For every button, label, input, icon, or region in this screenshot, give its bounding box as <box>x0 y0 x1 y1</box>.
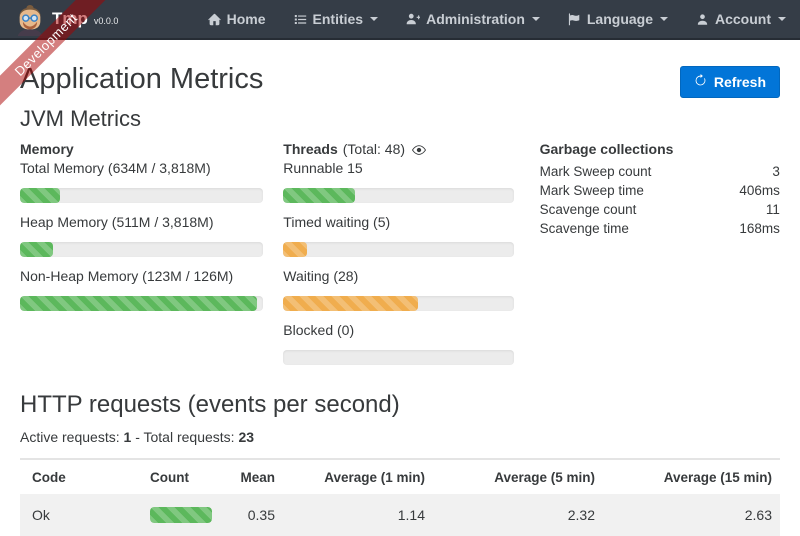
threads-heading: Threads (Total: 48) <box>283 140 513 159</box>
heap-memory-progress-bar <box>20 242 264 257</box>
column-header-average-1min: Average (1 min) <box>324 470 425 485</box>
brand-version: v0.0.0 <box>93 16 119 26</box>
nav-label: Home <box>226 11 266 27</box>
nav-item-administration[interactable]: Administration <box>406 11 540 27</box>
column-header-code: Code <box>32 470 66 485</box>
memory-heading: Memory <box>20 141 74 157</box>
cell-code: Ok <box>32 507 50 523</box>
account-icon <box>696 13 709 26</box>
navbar-menu: Home Entities Administration Language <box>207 11 786 27</box>
requests-summary: Active requests: 1 - Total requests: 23 <box>20 429 780 445</box>
gc-label: Scavenge count <box>539 202 637 217</box>
blocked-threads-metric: Blocked (0) <box>283 321 514 365</box>
chevron-down-icon <box>778 17 786 21</box>
gc-label: Scavenge time <box>539 221 629 236</box>
gc-row-scavenge-count: Scavenge count 11 <box>540 200 780 219</box>
http-requests-title: HTTP requests (events per second) <box>20 391 400 418</box>
nav-label: Account <box>715 11 771 27</box>
brand-title: Tmp <box>52 9 88 28</box>
cell-average-5min: 2.32 <box>567 507 595 523</box>
nav-item-entities[interactable]: Entities <box>294 11 379 27</box>
language-icon <box>568 12 581 26</box>
expand-threads-eye-icon[interactable] <box>412 143 427 157</box>
metric-label: Non-Heap Memory (123M / 126M) <box>20 268 234 284</box>
administration-icon <box>406 12 421 26</box>
gc-value: 168ms <box>739 221 780 236</box>
timed-waiting-progress-bar <box>283 242 514 257</box>
jvm-metrics-row: Memory Total Memory (634M / 3,818M) Heap… <box>20 140 780 375</box>
non-heap-memory-progress-bar <box>20 296 264 311</box>
nav-label: Language <box>586 11 653 27</box>
garbage-collections-column: Garbage collections Mark Sweep count 3 M… <box>527 140 780 375</box>
waiting-threads-metric: Waiting (28) <box>283 267 514 311</box>
threads-column: Threads (Total: 48) Runnable 15 Timed wa… <box>273 140 526 375</box>
gc-label: Mark Sweep time <box>539 183 644 198</box>
blocked-progress-bar <box>283 350 514 365</box>
chevron-down-icon <box>531 17 540 21</box>
brand-link[interactable]: Tmp v0.0.0 <box>14 3 119 36</box>
total-requests-value: 23 <box>238 429 255 445</box>
active-requests-label: Active requests: <box>20 429 120 445</box>
runnable-threads-metric: Runnable 15 <box>283 159 514 203</box>
active-requests-value: 1 <box>123 429 132 445</box>
total-memory-progress-bar <box>20 188 264 203</box>
gc-row-mark-sweep-count: Mark Sweep count 3 <box>540 162 780 181</box>
gc-row-mark-sweep-time: Mark Sweep time 406ms <box>540 181 780 200</box>
gc-row-scavenge-time: Scavenge time 168ms <box>540 219 780 238</box>
chevron-down-icon <box>660 17 668 21</box>
count-progress-bar <box>150 507 212 523</box>
summary-separator: - <box>135 429 140 445</box>
total-requests-label: Total requests: <box>143 429 235 445</box>
gc-value: 406ms <box>739 183 780 198</box>
cell-average-15min: 2.63 <box>744 507 772 523</box>
main-content: Application Metrics Refresh JVM Metrics … <box>0 63 800 536</box>
gc-heading: Garbage collections <box>539 141 674 157</box>
top-navbar: Tmp v0.0.0 Home Entities Administration <box>0 0 800 40</box>
nav-label: Entities <box>312 11 364 27</box>
threads-total: (Total: 48) <box>342 141 406 157</box>
table-header-row: Code Count Mean Average (1 min) Average … <box>20 459 780 494</box>
jvm-metrics-title: JVM Metrics <box>20 106 141 131</box>
column-header-count: Count <box>150 470 189 485</box>
jhipster-logo-avatar <box>14 3 46 36</box>
gc-value: 3 <box>772 164 780 179</box>
column-header-average-5min: Average (5 min) <box>494 470 595 485</box>
total-memory-metric: Total Memory (634M / 3,818M) <box>20 159 264 203</box>
nav-label: Administration <box>426 11 525 27</box>
http-requests-table: Code Count Mean Average (1 min) Average … <box>20 458 780 536</box>
threads-heading-label: Threads <box>283 141 338 157</box>
waiting-progress-bar <box>283 296 514 311</box>
metric-label: Runnable 15 <box>283 160 363 176</box>
chevron-down-icon <box>370 17 379 21</box>
nav-item-account[interactable]: Account <box>696 11 786 27</box>
non-heap-memory-metric: Non-Heap Memory (123M / 126M) <box>20 267 264 311</box>
heap-memory-metric: Heap Memory (511M / 3,818M) <box>20 213 264 257</box>
nav-item-language[interactable]: Language <box>568 11 668 27</box>
memory-column: Memory Total Memory (634M / 3,818M) Heap… <box>20 140 273 375</box>
cell-average-1min: 1.14 <box>397 507 425 523</box>
refresh-button[interactable]: Refresh <box>679 66 780 98</box>
cell-mean: 0.35 <box>247 507 275 523</box>
metric-label: Heap Memory (511M / 3,818M) <box>20 214 214 230</box>
metric-label: Timed waiting (5) <box>283 214 391 230</box>
column-header-average-15min: Average (15 min) <box>663 470 772 485</box>
home-icon <box>207 13 221 26</box>
nav-item-home[interactable]: Home <box>207 11 266 27</box>
refresh-label: Refresh <box>713 74 766 90</box>
cell-count <box>148 494 228 536</box>
metric-label: Total Memory (634M / 3,818M) <box>20 160 211 176</box>
column-header-mean: Mean <box>240 470 275 485</box>
table-row-ok: Ok 0.35 1.14 2.32 2.63 <box>20 494 780 536</box>
timed-waiting-threads-metric: Timed waiting (5) <box>283 213 514 257</box>
gc-value: 11 <box>765 202 780 217</box>
entities-icon <box>294 13 307 26</box>
metric-label: Waiting (28) <box>283 268 359 284</box>
gc-label: Mark Sweep count <box>539 164 652 179</box>
metric-label: Blocked (0) <box>283 322 355 338</box>
page-title: Application Metrics <box>20 63 264 95</box>
refresh-icon <box>694 74 707 90</box>
runnable-progress-bar <box>283 188 514 203</box>
